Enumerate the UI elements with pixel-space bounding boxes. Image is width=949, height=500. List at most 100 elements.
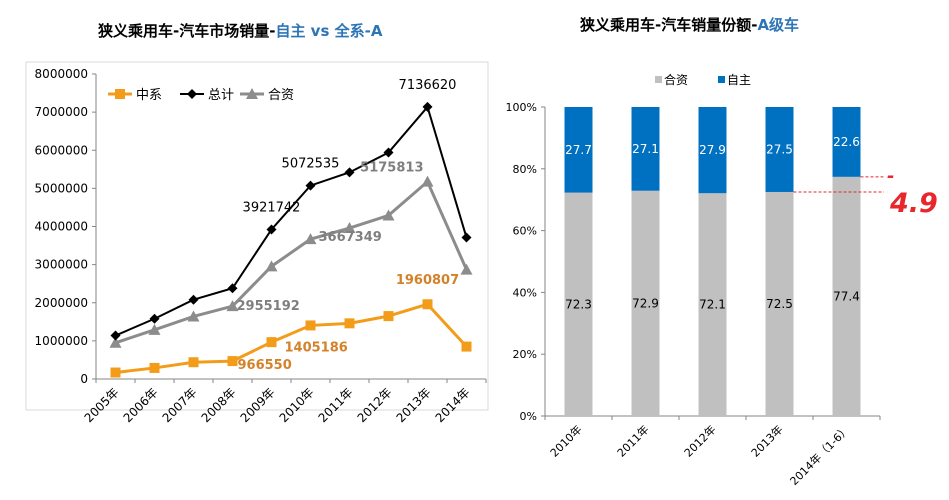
bar-label-jv: 72.1 xyxy=(699,298,726,312)
right-y-tick-label: 20% xyxy=(513,348,537,361)
data-point-jv xyxy=(304,233,317,245)
data-point-total xyxy=(383,147,394,158)
data-point-jv xyxy=(226,300,239,312)
bar-label-zh: 22.6 xyxy=(833,135,860,149)
bar-label-zh: 27.1 xyxy=(632,142,659,156)
bar-jv xyxy=(832,176,861,416)
left-x-tick-label: 2011年 xyxy=(316,385,356,425)
left-y-tick-label: 8000000 xyxy=(35,67,88,81)
data-point-zh xyxy=(227,356,238,367)
data-point-zh xyxy=(383,311,394,322)
bar-zh xyxy=(832,107,861,177)
data-point-jv xyxy=(265,260,278,272)
data-label-zh: 1960807 xyxy=(396,273,459,288)
data-point-total xyxy=(149,313,160,324)
legend-swatch-jv xyxy=(655,76,662,83)
right-x-tick-label: 2012年 xyxy=(681,422,718,459)
data-point-zh xyxy=(305,320,316,331)
bar-label-jv: 72.3 xyxy=(565,297,592,311)
legend-marker xyxy=(246,88,258,99)
bar-label-zh: 27.9 xyxy=(699,143,726,157)
series-line-jv xyxy=(115,179,468,345)
data-point-zh xyxy=(188,357,199,368)
data-point-zh xyxy=(266,337,277,348)
bar-label-jv: 72.9 xyxy=(632,296,659,310)
left-x-tick-label: 2010年 xyxy=(277,385,317,425)
data-point-jv xyxy=(382,209,395,221)
data-point-total xyxy=(422,101,433,112)
data-point-total xyxy=(305,180,316,191)
data-label-zh: 966550 xyxy=(238,358,292,373)
right-y-tick-label: 100% xyxy=(506,101,537,114)
data-point-total xyxy=(227,283,238,294)
left-chart-title: 狭义乘用车-汽车市场销量-自主 vs 全系-A xyxy=(98,22,383,40)
legend-marker xyxy=(115,89,125,99)
data-point-jv xyxy=(109,336,122,348)
bar-label-zh: 27.7 xyxy=(565,143,592,157)
legend-swatch-zh xyxy=(718,76,725,83)
bar-jv xyxy=(765,191,794,416)
data-point-zh xyxy=(461,341,472,352)
data-point-total xyxy=(461,232,472,243)
legend-label-jv: 合资 xyxy=(664,72,688,87)
right-chart-group: 100% 80% 60% 40% 20% 0% 合资 自主 72.3 27.7 2010年 72.9 2… xyxy=(506,72,884,488)
left-x-tick-label: 2013年 xyxy=(394,385,434,425)
share-change-sign: - xyxy=(887,166,895,187)
data-point-jv xyxy=(148,323,161,335)
series-line-total xyxy=(115,104,468,337)
bar-zh xyxy=(564,107,593,193)
right-chart-title: 狭义乘用车-汽车销量份额-A级车 xyxy=(580,16,800,34)
left-y-tick-label: 4000000 xyxy=(35,220,88,234)
left-x-tick-label: 2008年 xyxy=(199,385,239,425)
right-x-tick-label: 2013年 xyxy=(748,422,785,459)
data-label-jv: 2955192 xyxy=(237,299,300,314)
legend-marker xyxy=(187,89,197,99)
bar-jv xyxy=(564,192,593,416)
right-x-tick-label: 2010年 xyxy=(547,422,584,459)
data-point-total xyxy=(344,167,355,178)
legend-label: 总计 xyxy=(208,88,234,103)
legend-label: 合资 xyxy=(268,88,294,103)
bar-label-zh: 27.5 xyxy=(766,142,793,156)
bar-label-jv: 77.4 xyxy=(833,289,860,303)
data-label-total: 3921742 xyxy=(243,200,301,215)
left-x-tick-label: 2014年 xyxy=(433,385,473,425)
data-point-jv xyxy=(187,310,200,322)
left-y-tick-label: 6000000 xyxy=(35,143,88,157)
left-x-tick-label: 2005年 xyxy=(82,385,122,425)
bar-zh xyxy=(698,107,727,194)
right-y-tick-label: 80% xyxy=(513,163,537,176)
legend-label: 中系 xyxy=(136,88,162,103)
share-change-value: 4.9 xyxy=(890,188,938,219)
data-point-jv xyxy=(460,263,473,275)
left-chart-group: 8000000 7000000 6000000 5000000 4000000 30000… xyxy=(25,61,489,425)
left-y-tick-label: 0 xyxy=(80,372,88,386)
left-x-tick-label: 2012年 xyxy=(355,385,395,425)
bar-zh xyxy=(631,107,660,191)
data-label-total: 7136620 xyxy=(399,78,457,93)
legend-label-zh: 自主 xyxy=(727,73,751,87)
data-label-jv: 3667349 xyxy=(319,230,382,245)
data-label-zh: 1405186 xyxy=(285,340,348,355)
data-point-total xyxy=(266,224,277,235)
bar-jv xyxy=(698,193,727,416)
right-y-tick-label: 0% xyxy=(520,410,537,423)
right-x-tick-label: 2011年 xyxy=(614,422,651,459)
data-point-zh xyxy=(110,367,121,378)
left-x-tick-label: 2006年 xyxy=(121,385,161,425)
left-chart-frame xyxy=(25,61,489,411)
left-x-tick-label: 2007年 xyxy=(160,385,200,425)
left-y-tick-label: 2000000 xyxy=(35,296,88,310)
bar-zh xyxy=(765,107,794,192)
right-x-tick-label: 2014年（1-6） xyxy=(787,422,853,488)
data-point-jv xyxy=(421,175,434,187)
left-y-tick-label: 1000000 xyxy=(35,334,88,348)
data-label-jv: 5175813 xyxy=(360,161,423,176)
series-line-zh xyxy=(115,302,468,375)
left-y-tick-label: 3000000 xyxy=(35,258,88,272)
left-y-tick-label: 5000000 xyxy=(35,181,88,195)
right-y-tick-label: 60% xyxy=(513,225,537,238)
data-point-jv xyxy=(343,222,356,234)
right-y-tick-label: 40% xyxy=(513,286,537,299)
